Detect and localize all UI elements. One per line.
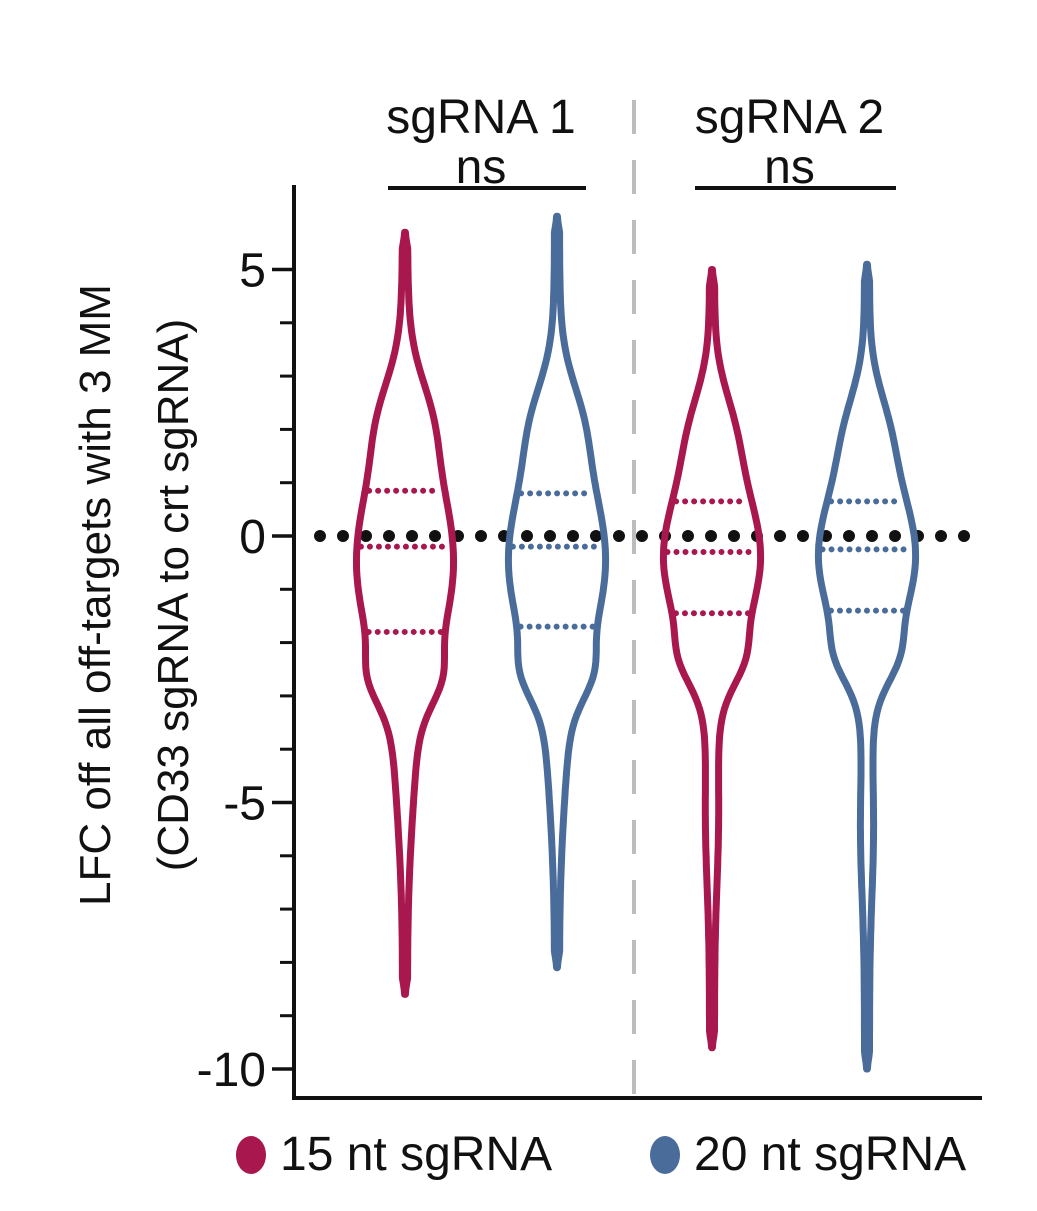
significance-label-2: ns — [764, 141, 815, 194]
significance-label-1: ns — [456, 141, 507, 194]
legend-item-20nt: 20 nt sgRNA — [650, 1127, 966, 1182]
y-tick-label: 5 — [239, 245, 266, 298]
y-tick-label: 0 — [239, 511, 266, 564]
violins — [353, 212, 920, 1073]
violin-1-20nt — [504, 212, 610, 972]
legend-marker-15nt — [236, 1135, 266, 1174]
legend-label-20nt: 20 nt sgRNA — [694, 1128, 967, 1181]
violin-2-15nt — [659, 266, 765, 1052]
violin-1-15nt — [353, 228, 457, 998]
legend-label-15nt: 15 nt sgRNA — [280, 1128, 553, 1181]
legend-item-15nt: 15 nt sgRNA — [236, 1127, 552, 1182]
legend-marker-20nt — [650, 1135, 680, 1174]
group-label-2: sgRNA 2 — [695, 91, 884, 144]
group-label-1: sgRNA 1 — [386, 91, 575, 144]
axes: 5 0 -5 -10 — [197, 100, 982, 1100]
y-axis-label-line1: LFC off all off-targets with 3 MM — [71, 284, 120, 906]
y-axis-label-line2: (CD33 sgRNA to crt sgRNA) — [149, 319, 198, 872]
violin-2-20nt — [814, 260, 920, 1073]
y-tick-label: -5 — [223, 778, 266, 831]
y-tick-label: -10 — [197, 1044, 266, 1097]
